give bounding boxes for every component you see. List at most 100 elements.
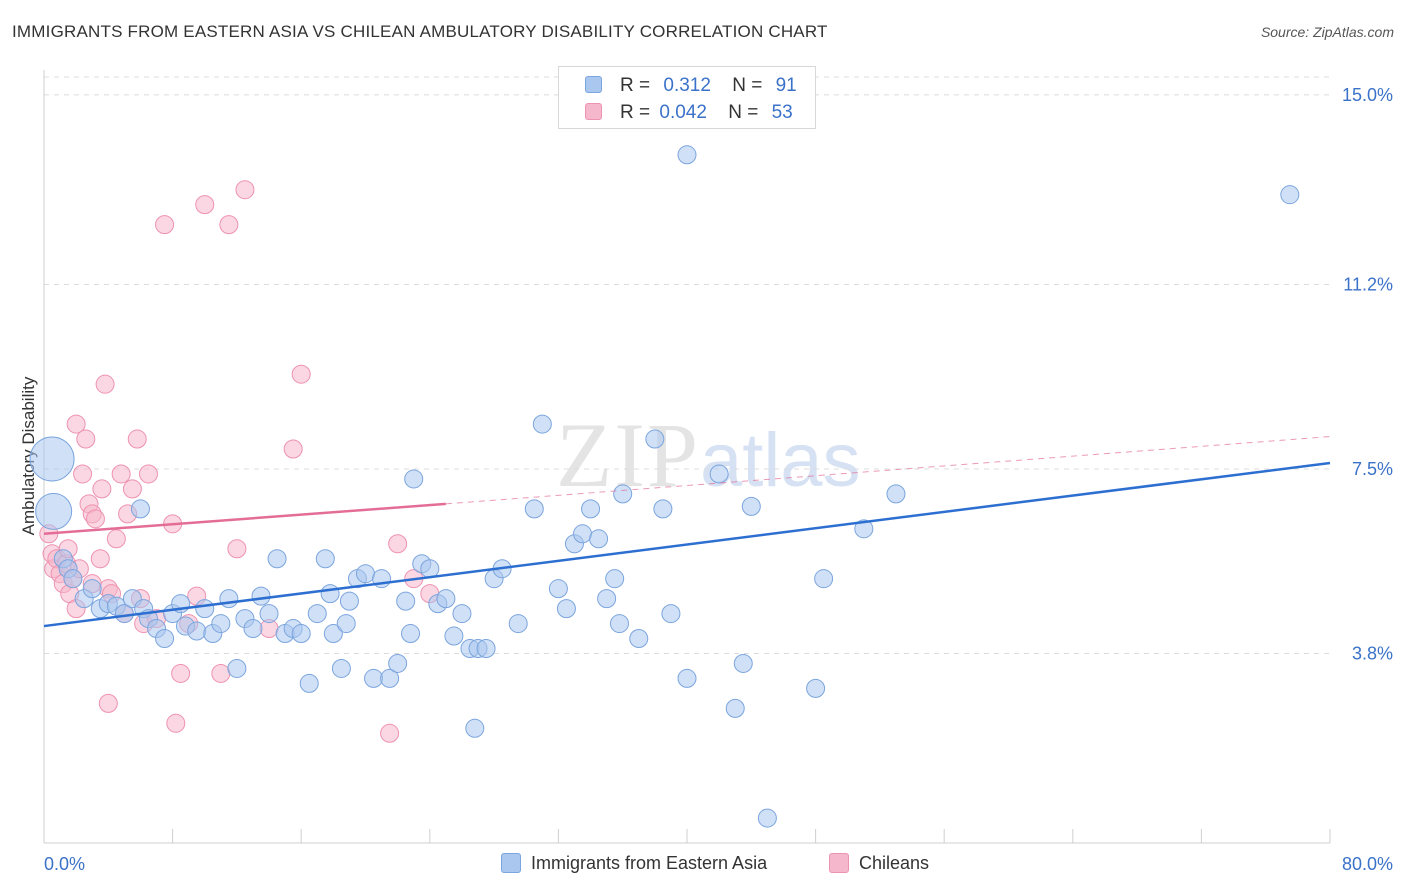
watermark-light: atlas [700, 418, 861, 503]
eastern-asia-point [814, 569, 834, 589]
eastern-asia-point [653, 499, 673, 519]
bottom-legend-label: Chileans [859, 853, 930, 873]
chileans-point [388, 534, 408, 554]
bottom-legend-eastern-asia: Immigrants from Eastern Asia [501, 851, 767, 875]
chileans-point [95, 374, 115, 394]
legend-n-label: N = [732, 75, 763, 96]
eastern-asia-point [725, 698, 745, 718]
eastern-asia-point [597, 589, 617, 609]
chileans-point [195, 195, 215, 215]
source-label: Source: ZipAtlas.com [1260, 24, 1394, 40]
chileans-point [138, 464, 158, 484]
eastern-asia-point [741, 496, 761, 516]
chileans-point [98, 693, 118, 713]
chileans-point [283, 439, 303, 459]
y-tick-label: 7.5% [1352, 459, 1393, 479]
eastern-asia-point [645, 429, 665, 449]
chileans-point [219, 215, 239, 235]
eastern-asia-point [605, 569, 625, 589]
eastern-asia-point [556, 599, 576, 619]
legend-r-label: R = [620, 102, 651, 123]
chileans-point [171, 663, 191, 683]
eastern-asia-point [267, 549, 287, 569]
legend-r-value: 0.042 [659, 102, 707, 123]
legend-r-value: 0.312 [663, 75, 711, 96]
chileans-point [122, 479, 142, 499]
eastern-asia-point [757, 808, 777, 828]
chileans-point [90, 549, 110, 569]
legend-n-value: 91 [775, 75, 797, 96]
eastern-asia-point [82, 579, 102, 599]
eastern-asia-point [195, 599, 215, 619]
y-tick-label: 3.8% [1352, 643, 1393, 663]
chileans-point [73, 464, 93, 484]
eastern-asia-point [677, 668, 697, 688]
chileans-point [127, 429, 147, 449]
eastern-asia-point [613, 484, 633, 504]
eastern-asia-point [589, 529, 609, 549]
legend-n-value: 53 [771, 102, 793, 123]
eastern-asia-point [315, 549, 335, 569]
eastern-asia-point [227, 658, 247, 678]
eastern-asia-point [130, 499, 150, 519]
eastern-asia-point [1280, 185, 1300, 205]
eastern-asia-point [709, 464, 729, 484]
eastern-asia-point [677, 145, 697, 165]
x-tick-label: 0.0% [44, 854, 85, 874]
eastern-asia-point [396, 591, 416, 611]
eastern-asia-point [444, 626, 464, 646]
chileans-point [76, 429, 96, 449]
legend-row-chileans: R = 0.042 N = 53 [585, 101, 793, 125]
legend-swatch-blue [585, 76, 602, 93]
legend-row-eastern-asia: R = 0.312 N = 91 [585, 74, 797, 98]
eastern-asia-point [299, 673, 319, 693]
chileans-point [380, 723, 400, 743]
eastern-asia-point [609, 614, 629, 634]
eastern-asia-point [35, 492, 73, 530]
chileans-point [235, 180, 255, 200]
legend-swatch-pink [585, 103, 602, 120]
eastern-asia-point [339, 591, 359, 611]
eastern-asia-point [886, 484, 906, 504]
chart-title: IMMIGRANTS FROM EASTERN ASIA VS CHILEAN … [12, 22, 828, 41]
y-tick-label: 11.2% [1343, 274, 1393, 294]
eastern-asia-point [465, 718, 485, 738]
eastern-asia-point [323, 624, 343, 644]
eastern-asia-point [320, 584, 340, 604]
eastern-asia-point [211, 614, 231, 634]
eastern-asia-point [854, 519, 874, 539]
bottom-legend-label: Immigrants from Eastern Asia [531, 853, 768, 873]
chileans-point [66, 414, 86, 434]
eastern-asia-point [380, 668, 400, 688]
eastern-asia-point [573, 524, 593, 544]
chileans-point [227, 539, 247, 559]
eastern-asia-point [63, 569, 83, 589]
legend-n-label: N = [728, 102, 759, 123]
eastern-asia-point [532, 414, 552, 434]
chileans-point [166, 713, 186, 733]
chileans-point [111, 464, 131, 484]
x-tick-label: 80.0% [1342, 854, 1393, 874]
eastern-asia-point [307, 604, 327, 624]
eastern-asia-point [364, 668, 384, 688]
chileans-point [291, 364, 311, 384]
chileans-point [106, 529, 126, 549]
eastern-asia-point [259, 604, 279, 624]
eastern-asia-point [29, 436, 75, 482]
eastern-asia-point [581, 499, 601, 519]
eastern-asia-point [404, 469, 424, 489]
eastern-asia-point [733, 653, 753, 673]
eastern-asia-point [243, 619, 263, 639]
eastern-asia-point [187, 621, 207, 641]
eastern-asia-point [524, 499, 544, 519]
chileans-point [155, 215, 175, 235]
eastern-asia-point [420, 559, 440, 579]
eastern-asia-point [806, 678, 826, 698]
bottom-legend-swatch-pink [829, 853, 849, 873]
eastern-asia-point [661, 604, 681, 624]
eastern-asia-point [219, 589, 239, 609]
eastern-asia-point [476, 639, 496, 659]
chileans-point [85, 509, 105, 529]
bottom-legend-chileans: Chileans [829, 851, 929, 875]
